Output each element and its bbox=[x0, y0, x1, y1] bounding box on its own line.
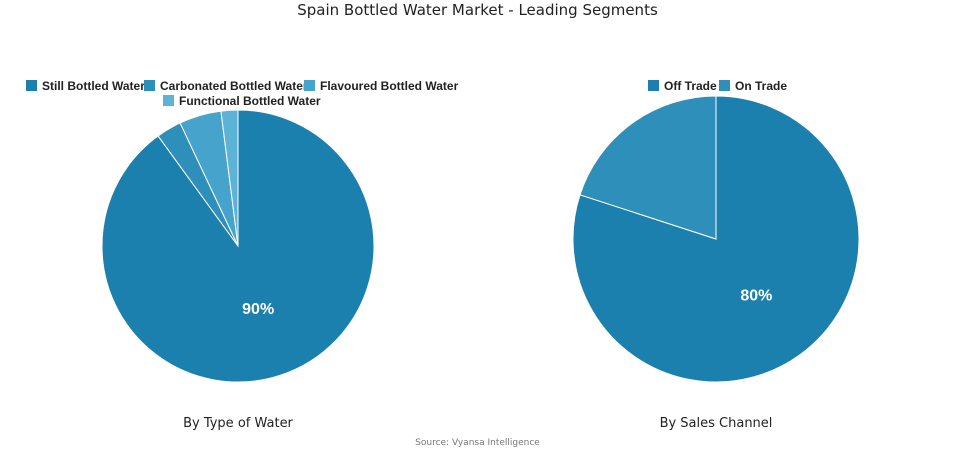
legend-swatch bbox=[304, 80, 315, 91]
legend-label: Still Bottled Water bbox=[42, 79, 145, 93]
chart-1-caption: By Type of Water bbox=[183, 416, 293, 431]
chart-1-legend-flavoured-bottled-water: Flavoured Bottled Water bbox=[304, 79, 459, 93]
legend-swatch bbox=[144, 80, 155, 91]
chart-2-slice-on-trade bbox=[579, 95, 717, 240]
chart-title: Spain Bottled Water Market - Leading Seg… bbox=[297, 1, 658, 19]
chart-2-legend-off-trade: Off Trade bbox=[648, 79, 717, 93]
chart-2-legend-on-trade: On Trade bbox=[719, 79, 787, 93]
legend-label: On Trade bbox=[735, 79, 787, 93]
chart-1-legend-still-bottled-water: Still Bottled Water bbox=[26, 79, 145, 93]
legend-swatch bbox=[163, 95, 174, 106]
chart-2-slice-label: 80% bbox=[740, 288, 772, 305]
chart-1-slice-functional-bottled-water bbox=[220, 109, 239, 247]
chart-2-caption: By Sales Channel bbox=[659, 416, 773, 431]
legend-label: Off Trade bbox=[664, 79, 717, 93]
legend-label: Carbonated Bottled Water bbox=[160, 79, 308, 93]
legend-swatch bbox=[719, 80, 730, 91]
chart-1-legend-carbonated-bottled-water: Carbonated Bottled Water bbox=[144, 79, 308, 93]
source-note: Source: Vyansa Intelligence bbox=[415, 438, 540, 448]
legend-label: Functional Bottled Water bbox=[179, 94, 321, 108]
legend-swatch bbox=[26, 80, 37, 91]
legend-swatch bbox=[648, 80, 659, 91]
legend-label: Flavoured Bottled Water bbox=[320, 79, 459, 93]
chart-1-legend-functional-bottled-water: Functional Bottled Water bbox=[163, 94, 321, 108]
chart-1-slice-label: 90% bbox=[242, 301, 274, 318]
